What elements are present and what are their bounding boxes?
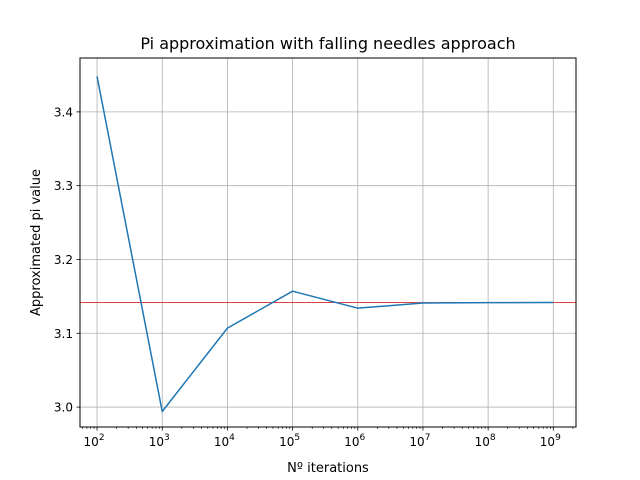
chart-title: Pi approximation with falling needles ap… bbox=[140, 34, 515, 53]
x-axis-label: Nº iterations bbox=[287, 461, 369, 476]
x-tick-label: 102 bbox=[84, 433, 105, 449]
y-axis-label: Approximated pi value bbox=[29, 169, 44, 316]
series-line bbox=[96, 76, 554, 413]
series-layer bbox=[96, 76, 554, 413]
axes-frame bbox=[79, 57, 577, 428]
y-tick-label: 3.2 bbox=[54, 253, 73, 267]
y-tick-label: 3.1 bbox=[54, 327, 73, 341]
x-tick-label: 104 bbox=[214, 433, 235, 449]
plot-area bbox=[80, 58, 576, 427]
y-ticks: 3.0 3.1 3.2 3.3 3.4 bbox=[54, 105, 80, 415]
grid bbox=[80, 58, 576, 427]
y-tick-label: 3.0 bbox=[54, 401, 73, 415]
x-tick-label: 108 bbox=[475, 433, 496, 449]
x-tick-label: 103 bbox=[149, 433, 170, 449]
x-tick-label: 109 bbox=[540, 433, 561, 449]
x-tick-label: 105 bbox=[279, 433, 300, 449]
y-tick-label: 3.4 bbox=[54, 105, 73, 119]
y-tick-label: 3.3 bbox=[54, 179, 73, 193]
x-tick-label: 106 bbox=[344, 433, 365, 449]
x-tick-label: 107 bbox=[409, 433, 430, 449]
x-ticks: 102 103 104 105 106 107 108 109 bbox=[82, 427, 574, 449]
